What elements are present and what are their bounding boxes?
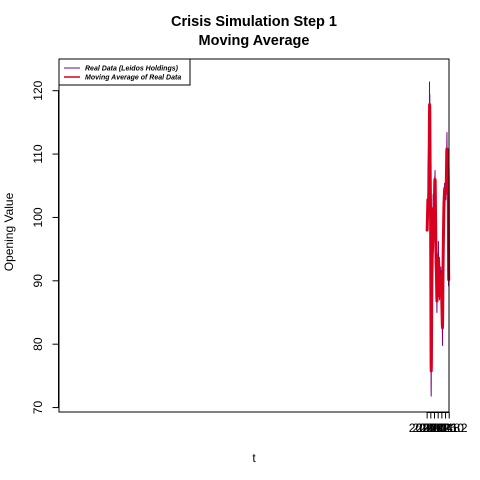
y-tick-label: 110: [31, 144, 45, 163]
x-tick-label: 2020.4: [416, 421, 453, 435]
x-tick-label: 2020.8: [424, 421, 461, 435]
series-line-moving-average: [425, 103, 451, 373]
y-tick-label: 70: [31, 401, 45, 415]
y-axis-label: Opening Value: [2, 192, 16, 271]
legend-label-moving-average: Moving Average of Real Data: [85, 75, 181, 82]
legend-label-real-data: Real Data (Leidos Holdings): [85, 66, 179, 73]
x-tick-label: 2021.0: [427, 421, 464, 435]
x-tick-label: 2020.6: [420, 421, 457, 435]
legend: Real Data (Leidos Holdings) Moving Avera…: [58, 58, 191, 86]
y-tick-label: 80: [31, 337, 45, 351]
y-tick-label: 100: [31, 207, 45, 227]
x-tick-label: 2020.2: [412, 421, 449, 435]
y-tick-label: 90: [31, 274, 45, 288]
plot-series-group: [425, 81, 451, 397]
chart-title-line-1: Crisis Simulation Step 1: [171, 14, 337, 30]
chart-title-line-2: Moving Average: [199, 33, 310, 49]
y-tick-label: 120: [31, 80, 45, 100]
legend-box: [58, 58, 191, 86]
x-tick-label: 2020.0: [409, 421, 446, 435]
y-axis: 70 80 90 100 110 120: [31, 80, 59, 414]
x-tick-label: 2021.2: [431, 421, 468, 435]
x-axis: 2020.02020.22020.42020.62020.82021.02021…: [409, 412, 468, 435]
x-axis-label: t: [252, 451, 256, 465]
